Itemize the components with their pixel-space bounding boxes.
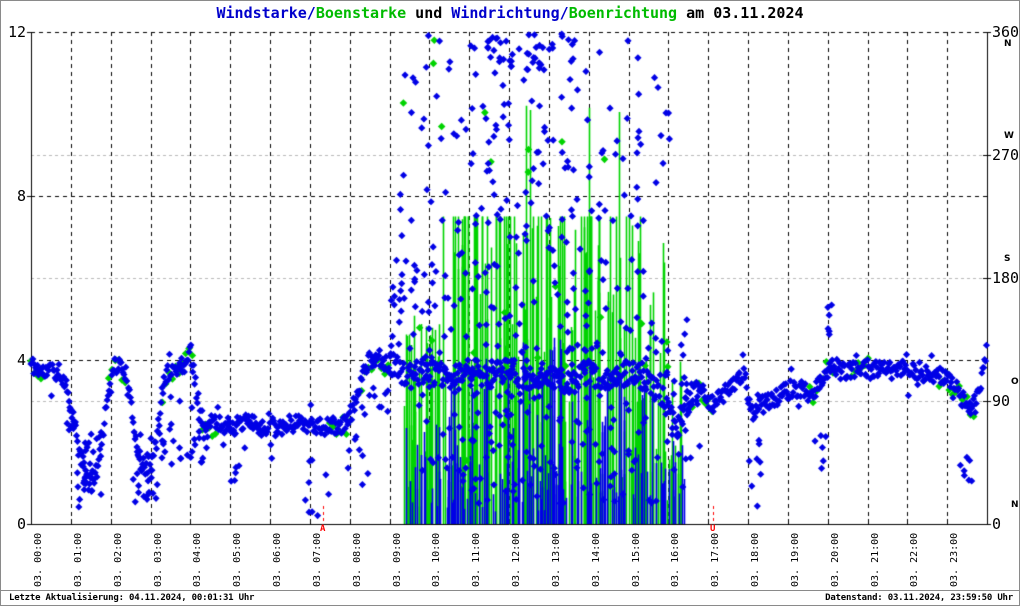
x-tick-label: 03. 22:00 bbox=[909, 532, 921, 587]
y-tick-label-right: 0 bbox=[992, 515, 1002, 533]
y-tick-label-right: 180 bbox=[992, 269, 1020, 287]
y-tick-label-right: 270 bbox=[992, 146, 1020, 164]
x-tick-label: 03. 06:00 bbox=[272, 532, 283, 587]
sun-marker-label: A bbox=[319, 524, 326, 534]
compass-label: W bbox=[1004, 131, 1014, 141]
y-tick-label-left: 0 bbox=[16, 515, 26, 533]
x-tick-label: 03. 19:00 bbox=[789, 532, 801, 587]
x-tick-label: 03. 09:00 bbox=[391, 532, 403, 587]
x-tick-label: 03. 20:00 bbox=[829, 532, 841, 587]
x-tick-label: 03. 16:00 bbox=[670, 532, 682, 587]
x-tick-label: 03. 05:00 bbox=[232, 532, 244, 587]
x-tick-label: 03. 18:00 bbox=[750, 532, 761, 587]
x-tick-label: 03. 01:00 bbox=[72, 532, 84, 587]
x-tick-label: 03. 02:00 bbox=[112, 532, 124, 587]
x-tick-label: 03. 13:00 bbox=[550, 532, 562, 587]
footer-divider bbox=[1, 590, 1019, 591]
compass-label: N bbox=[1004, 39, 1012, 49]
y-tick-label-right: 90 bbox=[992, 392, 1011, 410]
x-tick-label: 03. 03:00 bbox=[152, 532, 164, 587]
x-tick-label: 03. 12:00 bbox=[511, 532, 522, 587]
compass-label: S bbox=[1004, 254, 1011, 264]
compass-label: N bbox=[1011, 500, 1019, 510]
x-tick-label: 03. 14:00 bbox=[590, 532, 602, 587]
x-tick-label: 03. 11:00 bbox=[471, 532, 483, 587]
x-tick-label: 03. 00:00 bbox=[33, 532, 44, 587]
x-tick-label: 03. 08:00 bbox=[351, 532, 363, 587]
x-tick-label: 03. 04:00 bbox=[192, 532, 204, 587]
x-tick-label: 03. 15:00 bbox=[630, 532, 642, 587]
y-tick-label-left: 8 bbox=[16, 187, 26, 205]
chart-canvas bbox=[1, 1, 1019, 590]
compass-label: O bbox=[1011, 377, 1019, 387]
data-timestamp-text: Datenstand: 03.11.2024, 23:59:50 Uhr bbox=[825, 593, 1013, 603]
x-tick-label: 03. 10:00 bbox=[431, 532, 443, 587]
y-tick-label-left: 4 bbox=[16, 351, 26, 369]
x-tick-label: 03. 17:00 bbox=[710, 532, 722, 587]
x-tick-label: 03. 23:00 bbox=[949, 532, 961, 587]
y-tick-label-left: 12 bbox=[7, 23, 26, 41]
x-tick-label: 03. 21:00 bbox=[869, 532, 881, 587]
x-tick-label: 03. 07:00 bbox=[311, 532, 323, 587]
sun-marker-label: U bbox=[709, 524, 716, 534]
last-update-text: Letzte Aktualisierung: 04.11.2024, 00:01… bbox=[9, 593, 255, 603]
y-tick-label-right: 360 bbox=[992, 23, 1020, 41]
